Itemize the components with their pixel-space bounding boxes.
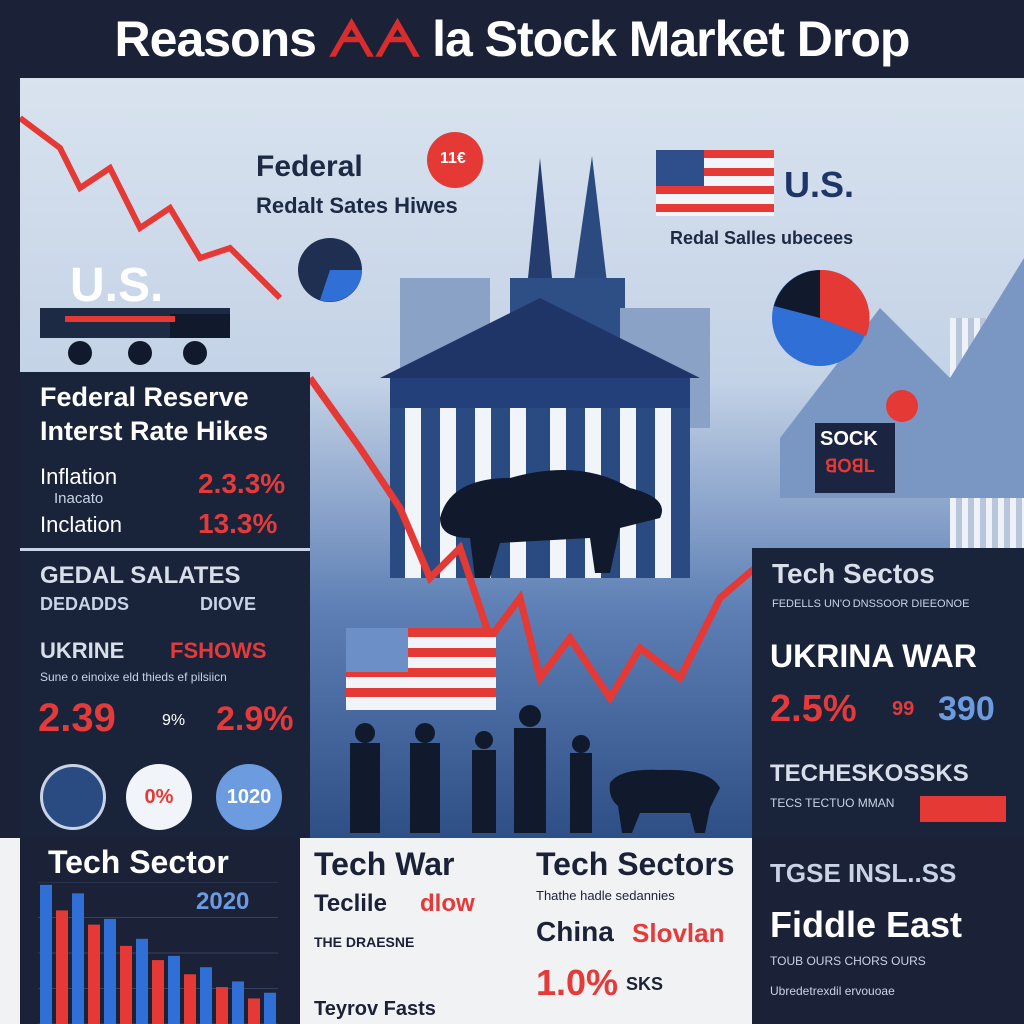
teches-sub: TECS TECTUO MMAN <box>770 796 895 810</box>
business-figures <box>350 705 720 833</box>
bar <box>88 924 100 1024</box>
c2-title: Tech War <box>314 846 455 882</box>
bottom-col-2: Tech War Teclile dlow THE DRAESNE Teyrov… <box>300 838 520 1024</box>
c4-head: Fiddle East <box>770 904 963 945</box>
right-red-block <box>920 796 1006 822</box>
bar <box>200 967 212 1024</box>
right-pct-small: 99 <box>892 698 915 720</box>
bar <box>216 987 228 1024</box>
tower-spire-left <box>525 158 555 308</box>
bar <box>120 945 132 1024</box>
us-label-left: U.S. <box>70 259 164 312</box>
us-flag-top <box>656 150 774 216</box>
year-circle: 1020 <box>216 764 282 830</box>
c2-tiny: THE DRAESNE <box>314 934 415 950</box>
bar <box>136 938 148 1024</box>
left-heading-2: Interst Rate Hikes <box>40 416 269 446</box>
redalt-right-label: Redal Salles ubecees <box>670 228 854 248</box>
bar <box>184 974 196 1024</box>
red-dot-right <box>886 390 918 422</box>
bar <box>248 998 260 1024</box>
right-pct: 2.5% <box>770 688 857 730</box>
right-panel: Tech Sectos FEDELLS UN'O DNSSOOR DIEEONO… <box>752 548 1024 844</box>
c3-pct: 1.0% <box>536 962 619 1003</box>
c3-pct-small: SKS <box>626 974 664 994</box>
bar <box>40 884 52 1024</box>
tech-sectos: Tech Sectos <box>772 558 935 589</box>
badge-text: 11€ <box>440 150 466 167</box>
bar <box>152 960 164 1024</box>
percent-circle: 0% <box>126 764 192 830</box>
stock-sign-line2: ꓭꓳꓭL <box>825 456 875 476</box>
bottom-col-4: TGSE INSL..SS Fiddle East TOUB OURS CHOR… <box>752 838 1024 1024</box>
building-entablature <box>390 378 690 408</box>
bar <box>56 910 68 1024</box>
ukraine-label: UKRINE <box>40 638 125 663</box>
building-roof <box>380 298 700 378</box>
c3-tiny: Thathe hadle sedannies <box>536 888 675 903</box>
c2-bottom: Teyrov Fasts <box>314 998 436 1020</box>
c4-tiny2: Ubredetrexdil ervouoae <box>770 984 895 998</box>
c3-title: Tech Sectors <box>536 846 735 882</box>
row2-value: 13.3% <box>198 508 278 539</box>
gedal-sub2: DIOVE <box>200 594 257 614</box>
title-glitch: ᗅᗅ <box>327 10 421 67</box>
stock-sign-line1: SOCK <box>820 428 878 450</box>
redalt-label: Redalt Sates Hiwes <box>256 193 458 218</box>
us-flag-middle <box>346 628 496 710</box>
value-2: 2.9% <box>216 700 294 738</box>
bottom-col-3: Tech Sectors Thathe hadle sedannies Chin… <box>520 838 752 1024</box>
federal-label: Federal <box>256 150 363 183</box>
c3-line1: China <box>536 916 614 947</box>
badge-circle <box>427 132 483 188</box>
bar <box>168 955 180 1024</box>
c2-line1: Teclile <box>314 890 387 917</box>
bar <box>72 893 84 1024</box>
title-part1: Reasons <box>114 11 317 67</box>
us-label-right: U.S. <box>784 164 855 205</box>
bar <box>104 918 116 1024</box>
c4-title: TGSE INSL..SS <box>770 858 957 888</box>
title-part2: la Stock Market Drop <box>432 11 910 67</box>
truck <box>40 308 230 365</box>
decline-line-main <box>307 375 758 705</box>
left-panel: Federal Reserve Interst Rate Hikes Infla… <box>20 372 310 842</box>
row2-label: Inclation <box>40 512 122 537</box>
c1-bar-chart <box>38 882 278 1024</box>
c4-tiny: TOUB OURS CHORS OURS <box>770 954 926 968</box>
tower-spire-right <box>570 156 610 308</box>
page-title: Reasons ᗅᗅ la Stock Market Drop <box>0 0 1024 78</box>
bottom-row: Tech Sector 2020 Tech War Teclile dlow T… <box>0 838 1024 1024</box>
hero-art <box>20 115 1024 833</box>
value-1: 2.39 <box>38 696 116 740</box>
bull-silhouette <box>440 470 662 578</box>
row1-sub: Inacato <box>54 490 104 507</box>
ukrina-war: UKRINA WAR <box>770 638 977 674</box>
bar <box>232 981 244 1024</box>
row1-label: Inflation <box>40 464 118 489</box>
gedal-sub1: DEDADDS <box>40 594 130 614</box>
left-heading-1: Federal Reserve <box>40 382 249 412</box>
c1-title: Tech Sector <box>48 844 229 880</box>
stock-sign-bg <box>815 423 895 493</box>
ukraine-red: FSHOWS <box>170 638 267 663</box>
seal-icon <box>40 764 106 830</box>
bar <box>264 992 276 1024</box>
gedal-label: GEDAL SALATES <box>40 562 241 589</box>
teches: TECHESKOSSKS <box>770 760 969 787</box>
bottom-col-1: Tech Sector 2020 <box>20 838 300 1024</box>
divider <box>20 548 310 551</box>
decline-line-left <box>20 115 283 301</box>
c1-year: 2020 <box>196 888 250 915</box>
c3-line1-red: Slovlan <box>632 918 725 948</box>
right-pct-right: 390 <box>938 690 995 728</box>
value-1-small: 9% <box>162 712 186 729</box>
tech-sub: FEDELLS UN'O DNSSOOR DIEEONOE <box>772 598 970 610</box>
row1-value: 2.3.3% <box>198 468 286 499</box>
c2-line1-red: dlow <box>420 890 475 917</box>
ukraine-tiny: Sune o einoixe eld thieds ef pilsiicn <box>40 670 227 684</box>
